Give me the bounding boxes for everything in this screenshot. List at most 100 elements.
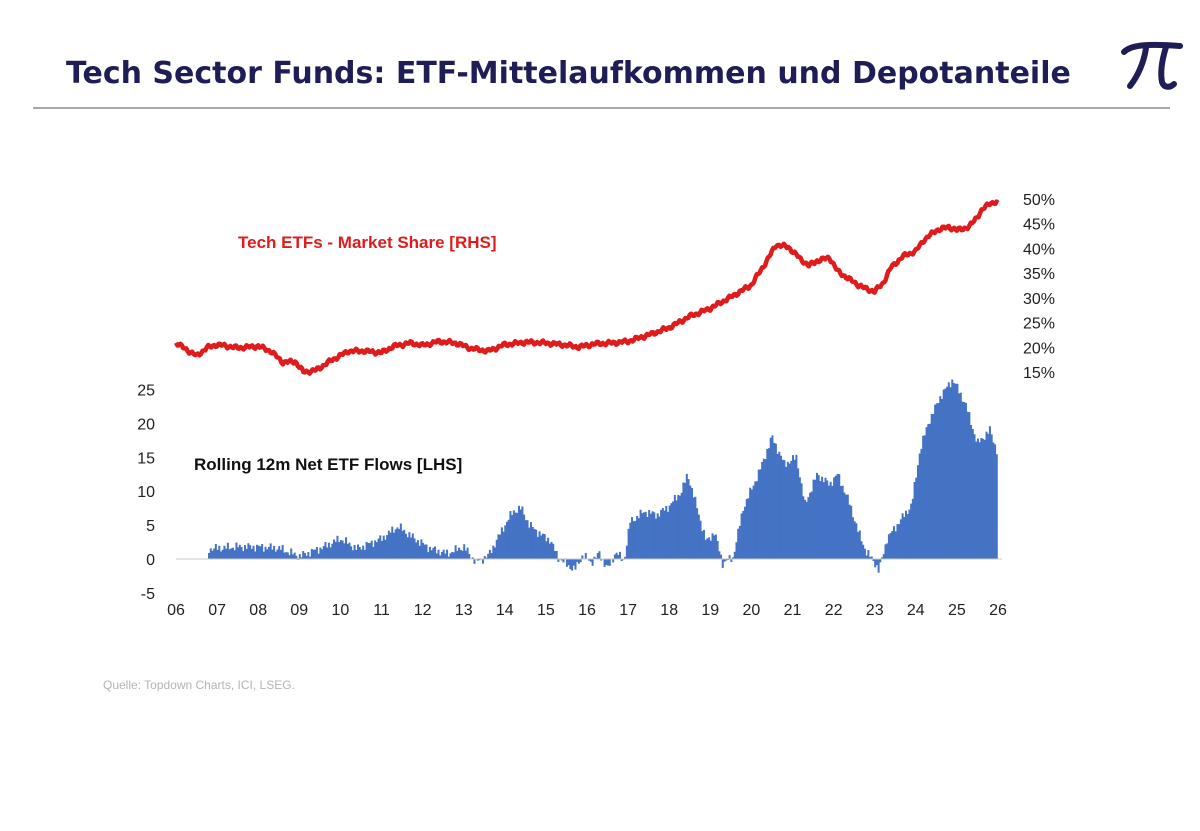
flow-bar [971,429,974,559]
flow-bar [660,509,663,559]
flow-bar [209,548,212,559]
flow-bar [815,472,818,559]
flow-bar [709,540,712,559]
flow-bar [860,541,863,559]
flow-bar [403,529,406,559]
flow-bar [552,543,555,559]
flow-bar [720,554,723,559]
flow-bar [281,545,284,559]
flow-bar [374,540,377,559]
flow-bar [290,548,293,559]
flow-bar [826,480,829,559]
flow-bar [329,547,332,559]
flow-bar [406,537,409,559]
flow-bar [447,556,450,559]
flow-bar [922,435,925,559]
flow-bar [567,559,570,566]
flow-bar [978,442,981,559]
flow-bar [233,550,236,559]
flow-bar [809,492,812,559]
page-title: Tech Sector Funds: ETF-Mittelaufkommen u… [66,56,1071,91]
x-axis-tick-label: 17 [619,602,637,619]
flow-bar [713,535,716,559]
flow-bar [384,539,387,559]
flow-bar [529,522,532,559]
flow-bar [781,459,784,559]
flow-bar [976,438,979,559]
flow-bar [910,503,913,559]
flow-bar [399,523,402,559]
flow-bar [249,545,252,559]
flow-bar [663,510,666,559]
flow-bar [942,389,945,559]
flow-bar [269,543,272,559]
flow-bar [706,538,709,559]
flow-bar [242,551,245,559]
flow-bar [934,404,937,559]
flow-bar [579,559,582,563]
flow-bar [946,386,949,559]
flow-bar [535,529,538,559]
flow-bar [452,552,455,559]
flow-bar [771,435,774,559]
flow-bar [252,545,255,559]
flow-bar [548,543,551,559]
flow-bar [336,535,339,559]
flow-bar [677,494,680,559]
flow-bar [243,545,246,559]
x-axis-tick-label: 07 [208,602,226,619]
flow-bar [959,392,962,559]
flow-bar [432,547,435,559]
flow-bar [899,519,902,559]
flow-bar [404,533,407,559]
flow-bar [829,481,832,559]
x-axis-tick-label: 13 [455,602,473,619]
flow-bar [882,554,885,559]
flow-bar [279,549,282,559]
flow-bar [377,538,380,559]
flow-bar [278,546,281,559]
flow-bar [780,455,783,559]
flow-bar [423,544,426,559]
flow-bar [687,479,690,559]
flow-bar [927,424,930,559]
flow-bar [538,531,541,559]
flow-bar [343,543,346,559]
left-axis-tick-label: 15 [137,450,155,467]
flow-bar [644,511,647,559]
flow-bar [372,546,375,559]
flow-bar [596,553,599,559]
flow-bar [648,509,651,559]
flow-bar [437,549,440,559]
flow-bar [598,551,601,559]
flow-bar [408,532,411,559]
flow-bar [521,506,524,559]
flow-bar [678,495,681,559]
flow-bar [312,549,315,559]
flow-bar [307,552,310,559]
flow-bar [699,520,702,559]
flow-bar [874,559,877,568]
flow-bar [822,482,825,559]
flow-bar [446,549,449,559]
flow-bar [834,475,837,559]
x-axis-tick-label: 22 [825,602,843,619]
flow-bar [887,534,890,559]
flow-bar [629,522,632,559]
flow-bar [949,387,952,559]
flow-bar [288,555,291,559]
flow-bar [267,547,270,559]
flow-bar [394,529,397,559]
flow-bar [915,477,918,559]
flow-bar [908,509,911,559]
flow-bar [634,520,637,559]
flow-bar [506,521,509,559]
flow-bar [430,550,433,559]
flow-bar [358,546,361,559]
flow-bar [533,528,536,559]
flow-bar [742,510,745,559]
flow-bar [732,557,735,559]
flow-bar [963,402,966,559]
flow-bar [514,512,517,559]
right-axis-tick-label: 40% [1023,241,1055,258]
